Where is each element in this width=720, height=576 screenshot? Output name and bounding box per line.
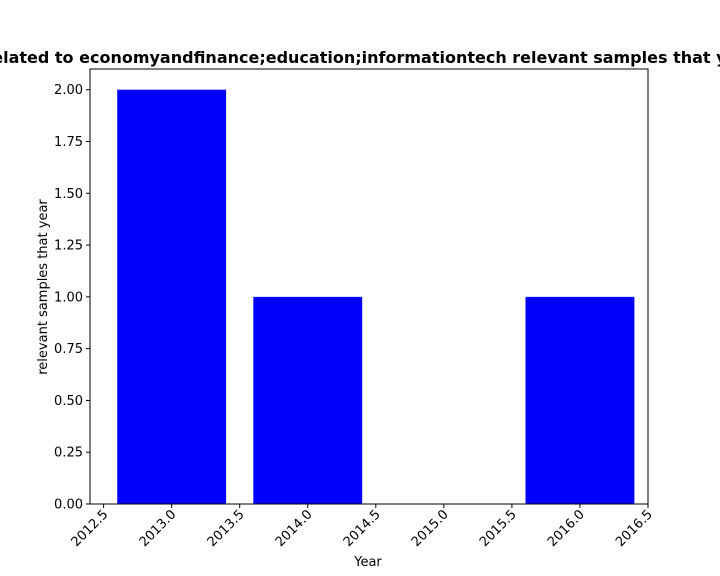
y-tick-label: 1.00 (54, 290, 83, 305)
bar-2016 (525, 296, 635, 504)
bar-2014 (253, 296, 363, 504)
y-tick-label: 1.25 (54, 239, 83, 254)
plot-frame (89, 68, 649, 505)
y-tick-label: 2.00 (54, 83, 83, 98)
y-tick-label: 0.50 (54, 394, 83, 409)
y-tick-label: 0.00 (54, 498, 83, 513)
y-tick-label: 0.75 (54, 342, 83, 357)
y-axis-label: relevant samples that year (36, 199, 51, 375)
bars-group (117, 89, 635, 504)
chart-title: Related to economyandfinance;education;i… (0, 48, 720, 67)
bar-2013 (117, 89, 227, 504)
y-axis: 0.00 0.25 0.50 0.75 1.00 1.25 1.50 1.75 2.00 (54, 83, 90, 513)
y-tick-label: 0.25 (54, 446, 83, 461)
y-tick-label: 1.50 (54, 187, 83, 202)
y-tick-label: 1.75 (54, 135, 83, 150)
x-axis-label: Year (353, 555, 382, 570)
